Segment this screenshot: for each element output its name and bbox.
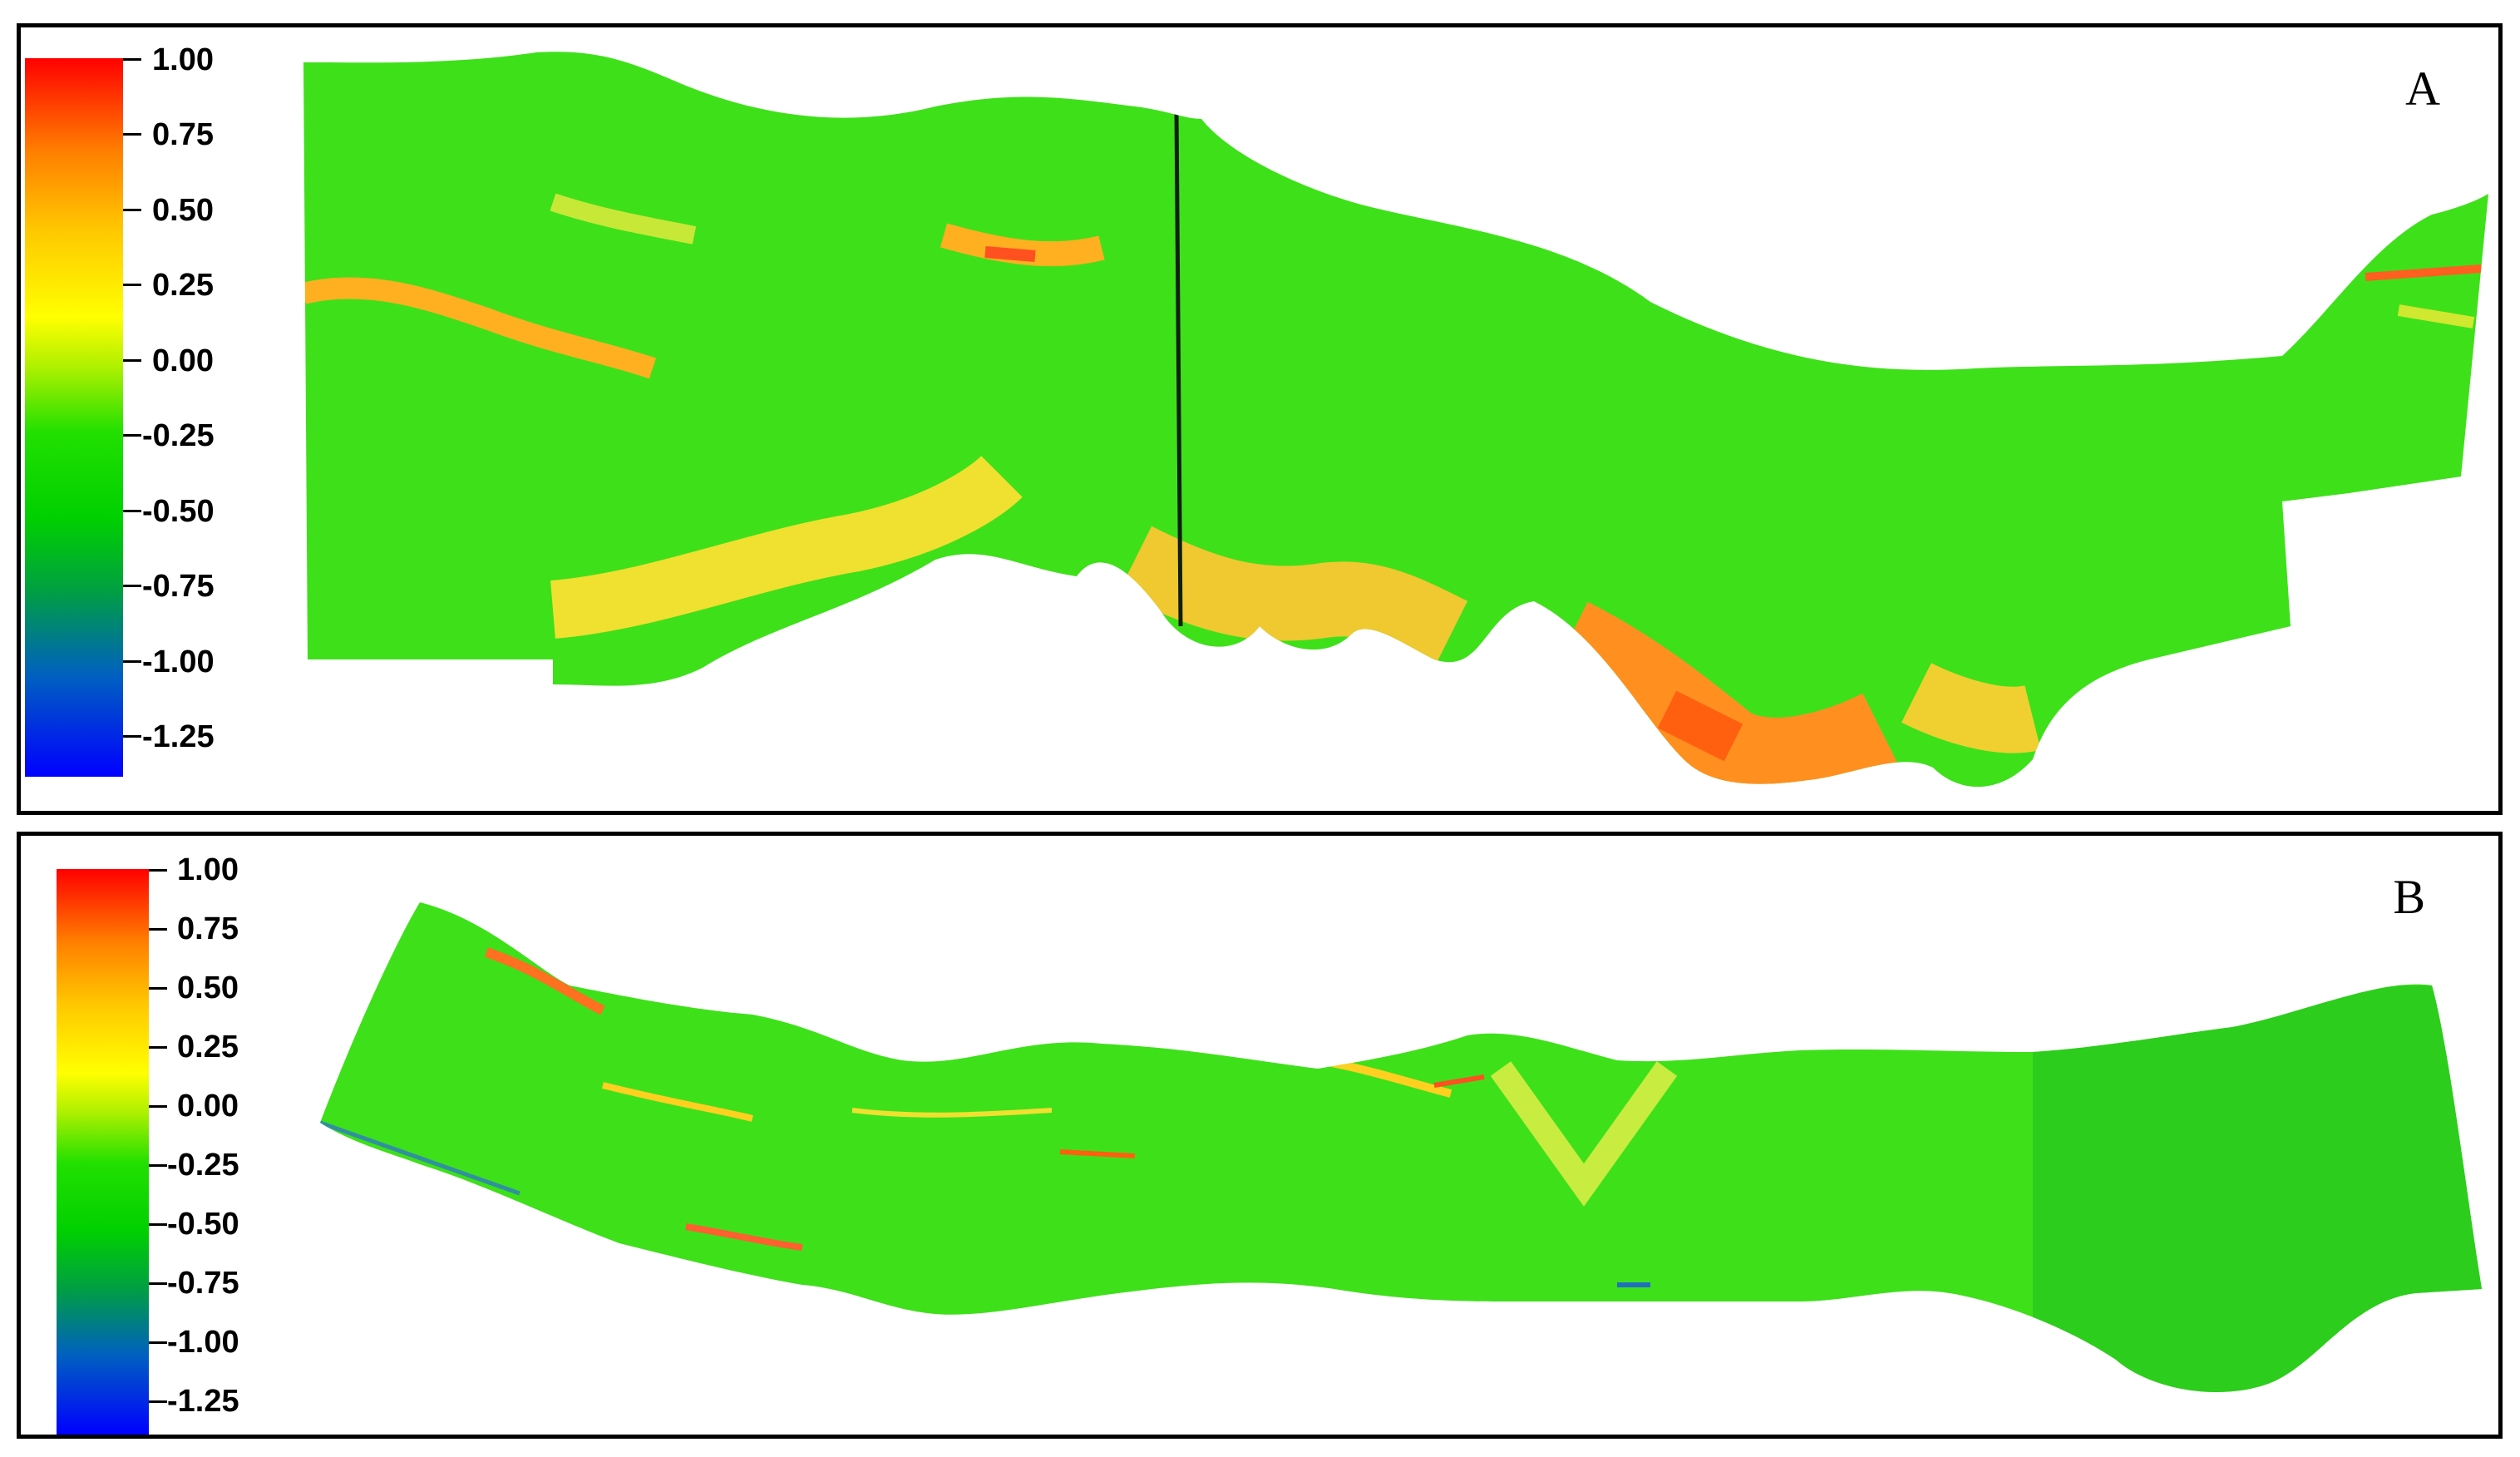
colorbar-tick-label: -1.25 — [142, 719, 215, 754]
cross-section-a — [303, 52, 2488, 788]
colorbar-tick — [149, 1164, 167, 1167]
anomaly-band — [485, 947, 605, 1015]
colorbar-tick — [149, 928, 167, 931]
colorbar-tick — [149, 1400, 167, 1403]
colorbar-tick-label: 0.00 — [152, 343, 214, 378]
colorbar-tick — [149, 987, 167, 990]
anomaly-band — [602, 1297, 753, 1312]
anomaly-band — [1657, 690, 1743, 762]
colorbar-tick — [123, 434, 141, 437]
colorbar-tick-label: 0.00 — [177, 1089, 239, 1124]
colorbar-tick — [149, 1105, 167, 1108]
anomaly-band — [1117, 526, 1468, 669]
anomaly-band — [550, 193, 697, 244]
cross-section-b — [320, 902, 2482, 1392]
colorbar-tick-label: -0.75 — [142, 569, 215, 604]
anomaly-band — [984, 246, 1036, 262]
panel-a: 1.00 0.75 0.50 0.25 0.00 -0.25 -0.50 -0.… — [17, 23, 2503, 815]
colorbar-tick — [149, 1046, 167, 1049]
anomaly-band — [1901, 663, 2041, 753]
colorbar-tick — [123, 58, 141, 61]
colorbar-tick-label: 0.50 — [177, 971, 239, 1005]
section-fill — [303, 52, 2488, 788]
fault-line — [1174, 110, 1183, 627]
anomaly-band — [550, 455, 1023, 639]
anomaly-band — [2365, 264, 2483, 281]
shaded-region — [2033, 985, 2482, 1392]
colorbar-tick-label: 0.50 — [152, 193, 214, 228]
anomaly-band — [851, 1108, 1053, 1118]
colorbar-tick — [123, 284, 141, 286]
colorbar-tick — [149, 1282, 167, 1285]
colorbar — [25, 58, 141, 777]
colorbar-tick — [149, 869, 167, 872]
anomaly-band — [303, 277, 657, 379]
colorbar-tick-label: -0.25 — [167, 1148, 239, 1183]
colorbar-tick-label: -0.75 — [167, 1266, 239, 1301]
colorbar-tick-label: -0.50 — [142, 494, 215, 529]
anomaly-band — [320, 1120, 520, 1196]
anomaly-band — [1433, 1074, 1485, 1088]
colorbar-tick — [123, 209, 141, 211]
colorbar-tick-label: 0.25 — [177, 1030, 239, 1064]
colorbar-tick-label: 0.75 — [177, 911, 239, 946]
colorbar-tick — [123, 359, 141, 362]
colorbar-tick-label: -1.25 — [167, 1384, 239, 1419]
colorbar-tick-label: -1.00 — [142, 645, 215, 679]
colorbar-tick-label: 1.00 — [152, 42, 214, 77]
panel-label: B — [2393, 870, 2425, 924]
anomaly-band — [2397, 304, 2475, 328]
colorbar-tick-label: -0.25 — [142, 418, 215, 453]
panel-b: 1.00 0.75 0.50 0.25 0.00 -0.25 -0.50 -0.… — [17, 832, 2503, 1439]
colorbar-tick — [123, 133, 141, 136]
colorbar-tick — [149, 1223, 167, 1226]
colorbar-tick — [123, 660, 141, 663]
anomaly-band — [1490, 1061, 1678, 1207]
colorbar-tick-label: 0.25 — [152, 268, 214, 303]
panel-label: A — [2405, 62, 2440, 116]
anomaly-band — [1059, 1149, 1136, 1158]
colorbar-tick-label: -1.00 — [167, 1325, 239, 1360]
anomaly-band — [602, 1082, 753, 1122]
colorbar-tick-label: 0.75 — [152, 117, 214, 152]
colorbar — [57, 869, 167, 1435]
colorbar-tick-label: 1.00 — [177, 852, 239, 887]
colorbar-tick — [123, 585, 141, 587]
colorbar-tick-label: -0.50 — [167, 1207, 239, 1242]
colorbar-tick — [123, 735, 141, 738]
colorbar-tick — [149, 1341, 167, 1344]
colorbar-tick — [123, 510, 141, 512]
anomaly-band — [685, 1223, 803, 1251]
